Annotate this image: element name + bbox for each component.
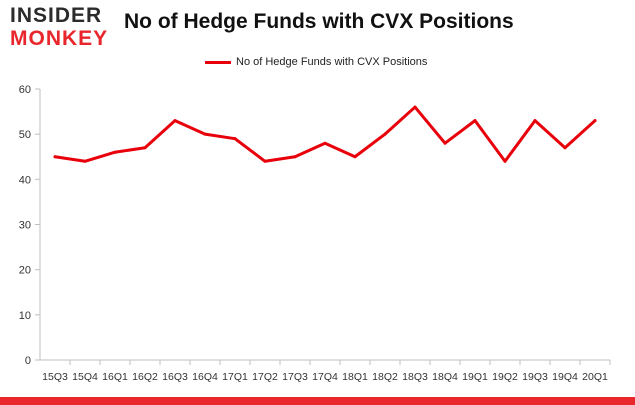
data-point: [413, 105, 417, 109]
x-tick-label: 16Q1: [102, 371, 128, 383]
x-tick-label: 18Q4: [432, 371, 458, 383]
data-point: [173, 119, 177, 123]
x-tick-label: 16Q3: [162, 371, 188, 383]
x-tick-label: 18Q3: [402, 371, 428, 383]
data-point: [143, 146, 147, 150]
x-tick-label: 18Q2: [372, 371, 398, 383]
x-tick-label: 18Q1: [342, 371, 368, 383]
data-point: [533, 119, 537, 123]
y-tick-label: 20: [19, 265, 31, 277]
data-point: [563, 146, 567, 150]
data-point: [593, 119, 597, 123]
x-tick-label: 20Q1: [582, 371, 608, 383]
data-point: [293, 155, 297, 159]
data-point: [323, 141, 327, 145]
data-point: [203, 132, 207, 136]
chart-legend: No of Hedge Funds with CVX Positions: [205, 54, 427, 70]
x-tick-label: 17Q1: [222, 371, 248, 383]
bottom-accent-bar: [0, 397, 635, 405]
insider-monkey-logo: INSIDER MONKEY: [10, 4, 116, 52]
data-point: [263, 159, 267, 163]
logo-line-1: INSIDER: [10, 4, 103, 27]
x-tick-label: 19Q1: [462, 371, 488, 383]
data-point: [473, 119, 477, 123]
x-tick-label: 17Q3: [282, 371, 308, 383]
data-point: [353, 155, 357, 159]
chart-title: No of Hedge Funds with CVX Positions: [124, 10, 514, 33]
legend-swatch: [205, 60, 231, 64]
x-tick-label: 17Q4: [312, 371, 338, 383]
logo-line-2: MONKEY: [10, 27, 109, 50]
x-tick-label: 15Q4: [72, 371, 98, 383]
y-tick-label: 60: [19, 84, 31, 96]
legend-label: No of Hedge Funds with CVX Positions: [236, 56, 428, 68]
x-tick-label: 19Q3: [522, 371, 548, 383]
y-tick-label: 40: [19, 174, 31, 186]
x-tick-label: 16Q4: [192, 371, 218, 383]
data-point: [53, 155, 57, 159]
data-point: [113, 150, 117, 154]
series-line: [53, 105, 597, 163]
y-tick-label: 0: [25, 355, 31, 367]
data-point: [443, 141, 447, 145]
data-point: [503, 159, 507, 163]
data-point: [383, 132, 387, 136]
y-tick-label: 50: [19, 129, 31, 141]
data-point: [233, 137, 237, 141]
y-tick-label: 30: [19, 220, 31, 232]
x-tick-label: 19Q4: [552, 371, 578, 383]
x-tick-label: 19Q2: [492, 371, 518, 383]
data-point: [83, 159, 87, 163]
y-tick-label: 10: [19, 310, 31, 322]
x-tick-label: 16Q2: [132, 371, 158, 383]
x-tick-label: 15Q3: [42, 371, 68, 383]
x-tick-label: 17Q2: [252, 371, 278, 383]
